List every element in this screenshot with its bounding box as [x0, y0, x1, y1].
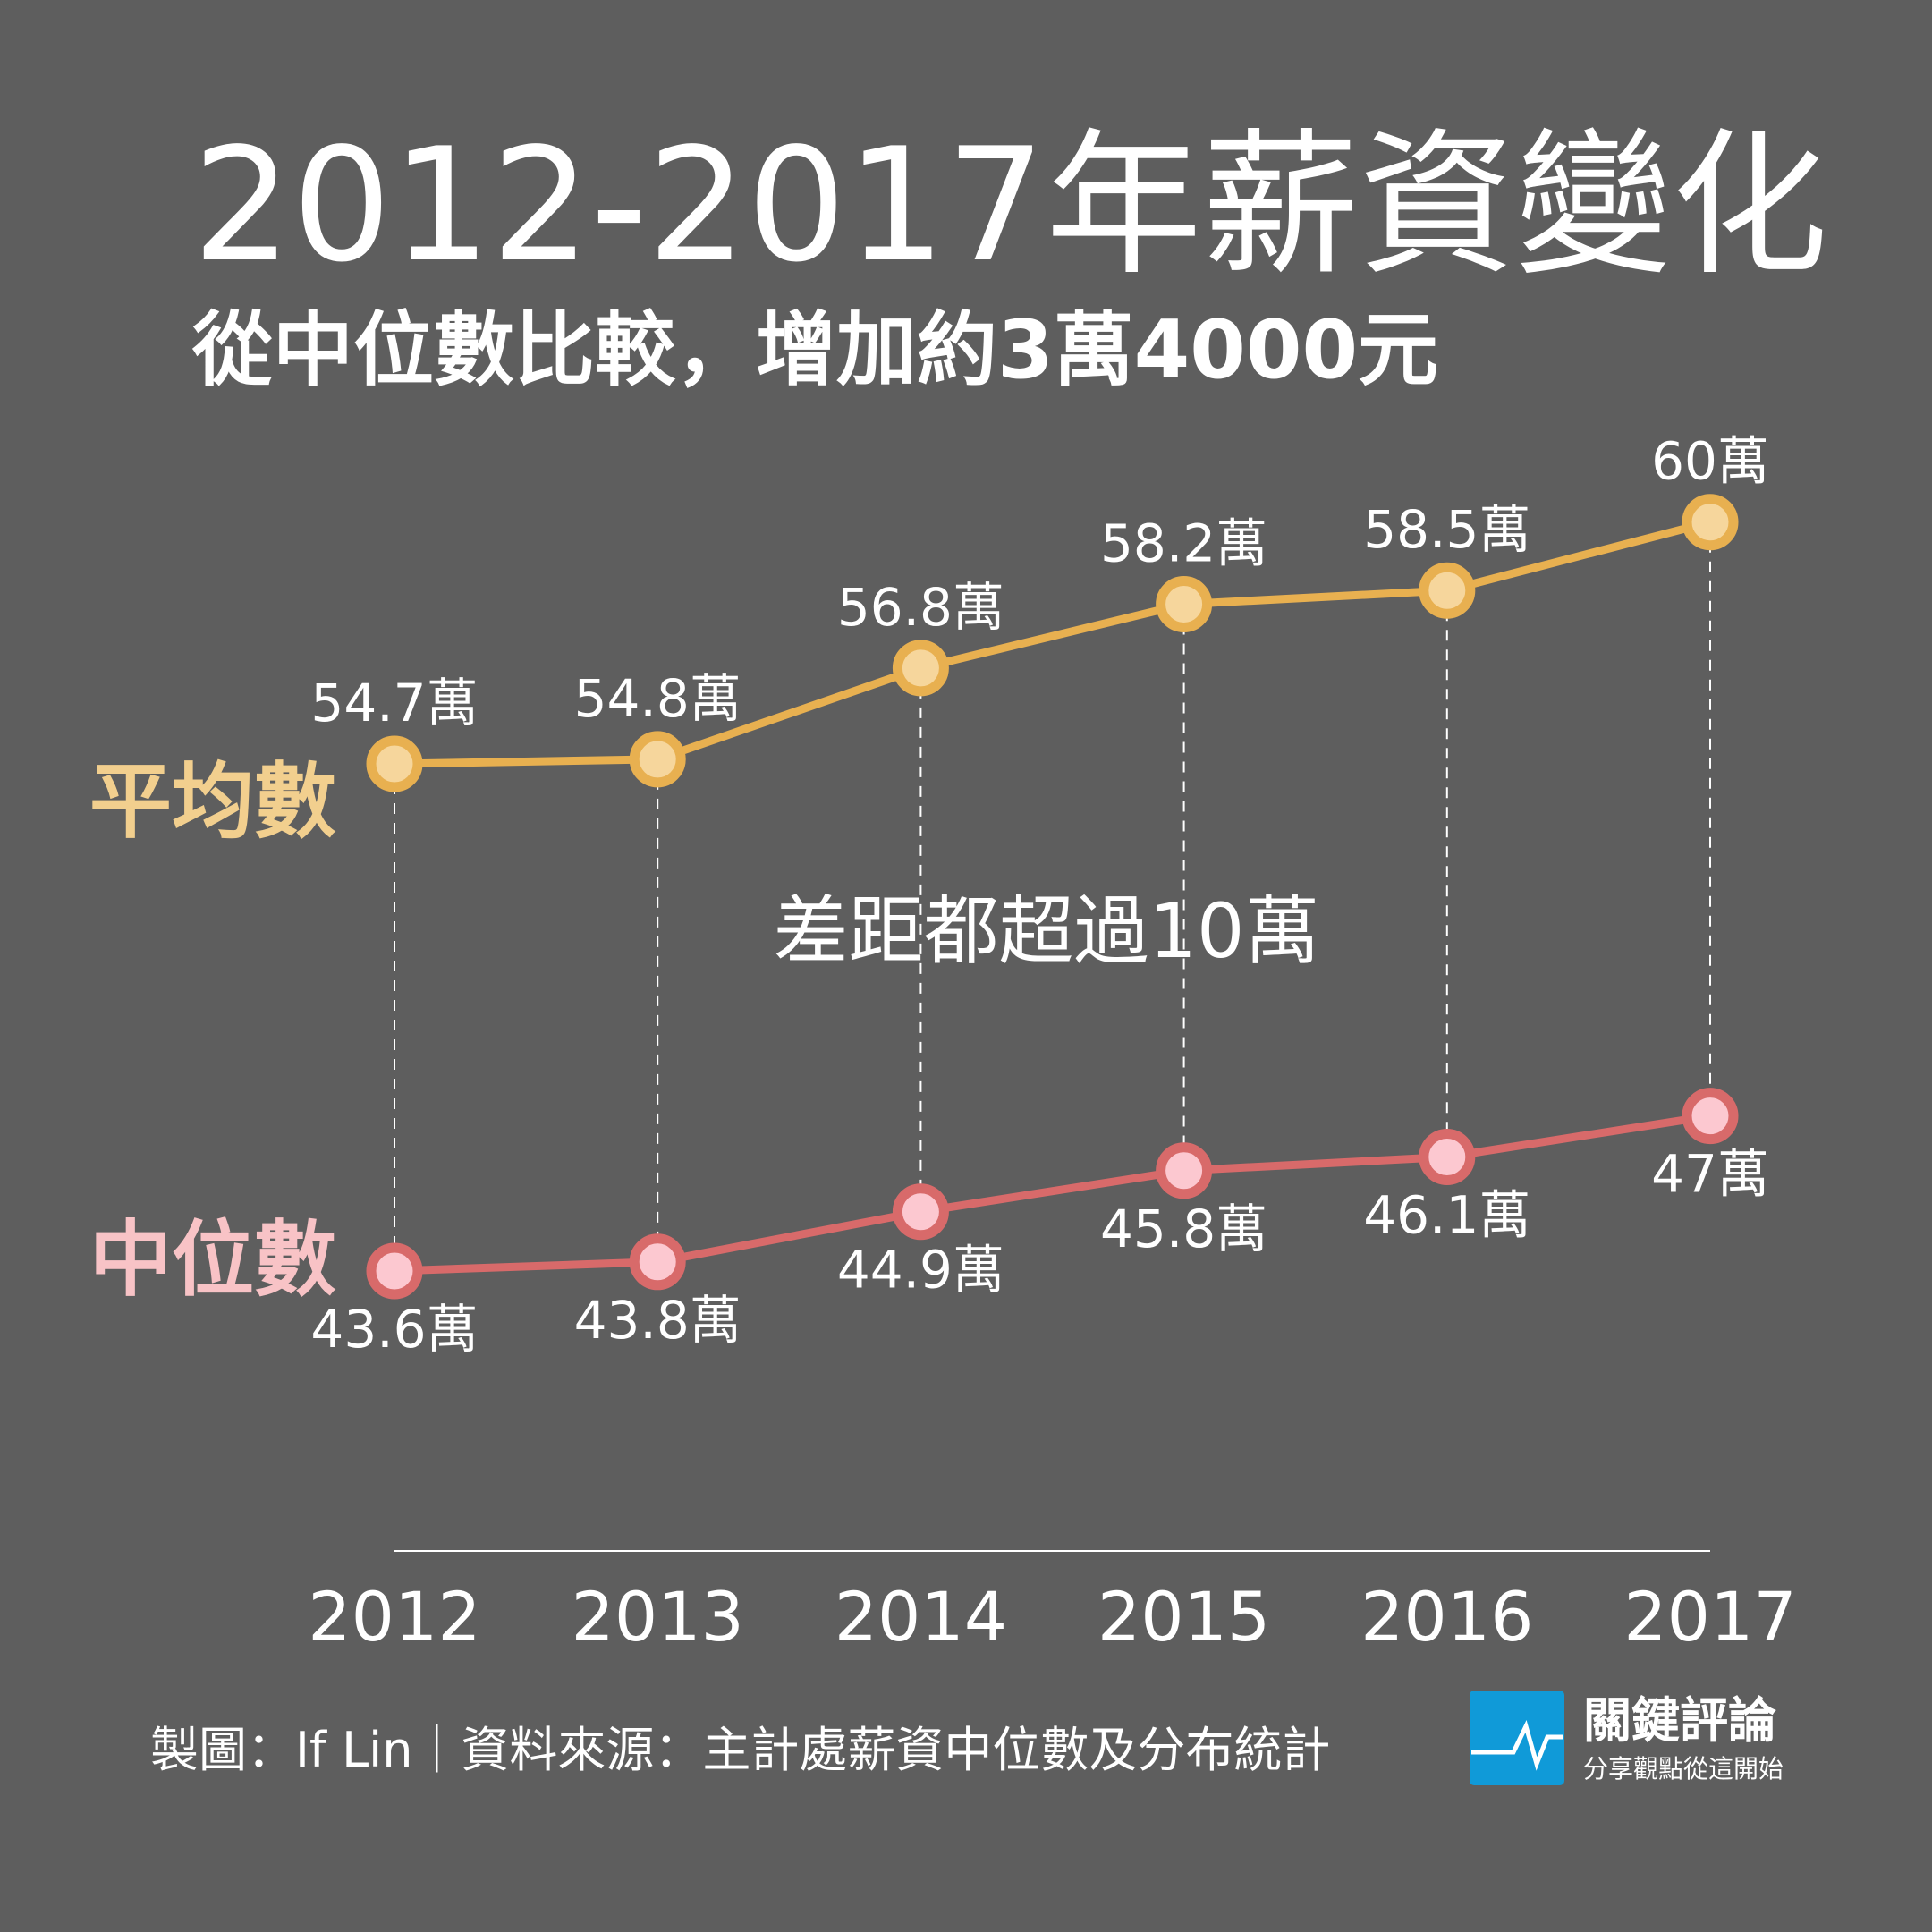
- data-label: 45.8萬: [1100, 1199, 1267, 1259]
- chart-title: 2012-2017年薪資變化: [192, 115, 1828, 297]
- footer-credit: 製圖：If Lin｜資料來源：主計處薪資中位數及分布統計: [150, 1722, 1330, 1778]
- series-label-median: 中位數: [89, 1212, 336, 1308]
- series-label-average: 平均數: [89, 754, 336, 850]
- x-tick-label: 2015: [1097, 1577, 1270, 1657]
- data-label: 43.6萬: [310, 1299, 478, 1360]
- data-label: 54.8萬: [574, 668, 741, 729]
- data-label: 47萬: [1651, 1144, 1769, 1205]
- data-point: [892, 640, 949, 697]
- data-label: 44.9萬: [837, 1240, 1004, 1301]
- data-label: 60萬: [1651, 431, 1769, 492]
- x-tick-label: 2014: [835, 1577, 1007, 1657]
- data-point: [1419, 1129, 1476, 1185]
- series-line-median: [394, 1112, 1711, 1275]
- x-tick-label: 2016: [1360, 1577, 1533, 1657]
- data-point: [1156, 576, 1213, 632]
- data-point: [366, 735, 423, 792]
- data-label: 58.2萬: [1100, 513, 1267, 574]
- gap-annotation: 差距都超過10萬: [774, 887, 1320, 975]
- data-label: 56.8萬: [837, 577, 1004, 638]
- logo: 關鍵評論 分享觀點從這開始: [1470, 1690, 1784, 1785]
- data-point: [1682, 494, 1739, 551]
- data-label: 58.5萬: [1363, 499, 1530, 560]
- data-point: [1682, 1088, 1739, 1145]
- data-point: [892, 1183, 949, 1241]
- chart-subtitle: 從中位數比較，增加約3萬4000元: [191, 303, 1438, 397]
- logo-icon: [1470, 1690, 1564, 1785]
- series-line-average: [394, 518, 1712, 768]
- data-point: [1419, 562, 1476, 619]
- logo-name: 關鍵評論: [1583, 1692, 1776, 1749]
- x-tick-label: 2012: [308, 1577, 480, 1657]
- data-point: [1156, 1142, 1213, 1199]
- data-point: [629, 1233, 686, 1291]
- x-tick-label: 2017: [1623, 1577, 1796, 1657]
- data-label: 46.1萬: [1363, 1185, 1530, 1246]
- data-point: [366, 1242, 423, 1300]
- data-label: 43.8萬: [574, 1290, 741, 1351]
- logo-tagline: 分享觀點從這開始: [1583, 1754, 1784, 1784]
- data-point: [629, 731, 686, 788]
- x-tick-label: 2013: [571, 1577, 743, 1657]
- pulse-icon: [1471, 1720, 1563, 1771]
- data-label: 54.7萬: [310, 673, 478, 733]
